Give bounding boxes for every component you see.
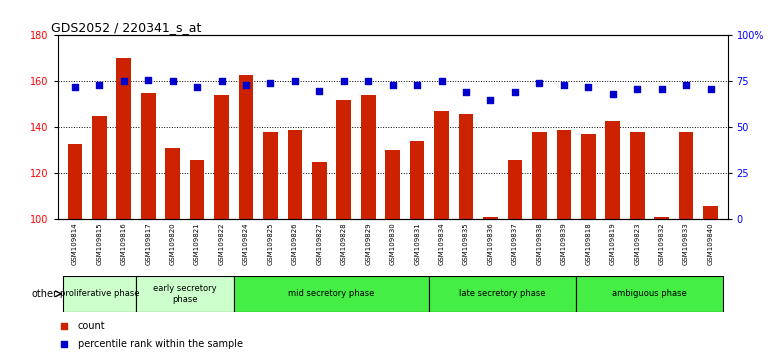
Point	[59, 341, 71, 347]
Bar	[62, 276, 136, 312]
Text: GSM109822: GSM109822	[219, 222, 225, 265]
Point	[142, 77, 154, 82]
Bar	[703, 206, 718, 219]
Text: mid secretory phase: mid secretory phase	[289, 289, 375, 298]
Bar	[557, 130, 571, 219]
Point	[557, 82, 570, 88]
Point	[166, 79, 179, 84]
Text: GSM109826: GSM109826	[292, 222, 298, 265]
Bar	[605, 120, 620, 219]
Point	[118, 79, 130, 84]
Point	[607, 91, 619, 97]
Point	[362, 79, 374, 84]
Text: GSM109825: GSM109825	[267, 222, 273, 265]
Bar	[234, 276, 430, 312]
Bar	[336, 100, 351, 219]
Point	[411, 82, 424, 88]
Point	[216, 79, 228, 84]
Bar	[239, 74, 253, 219]
Bar	[434, 111, 449, 219]
Text: GSM109815: GSM109815	[96, 222, 102, 265]
Point	[313, 88, 326, 93]
Text: GSM109814: GSM109814	[72, 222, 78, 265]
Text: GSM109836: GSM109836	[487, 222, 494, 265]
Bar	[459, 114, 474, 219]
Point	[93, 82, 105, 88]
Bar	[189, 160, 205, 219]
Text: GSM109835: GSM109835	[463, 222, 469, 265]
Point	[191, 84, 203, 90]
Text: GSM109833: GSM109833	[683, 222, 689, 265]
Text: GSM109828: GSM109828	[341, 222, 346, 265]
Text: ambiguous phase: ambiguous phase	[612, 289, 687, 298]
Text: GSM109834: GSM109834	[439, 222, 444, 265]
Text: GSM109816: GSM109816	[121, 222, 127, 265]
Text: percentile rank within the sample: percentile rank within the sample	[78, 339, 243, 349]
Bar	[576, 276, 723, 312]
Text: GSM109827: GSM109827	[316, 222, 323, 265]
Text: GSM109821: GSM109821	[194, 222, 200, 265]
Text: late secretory phase: late secretory phase	[460, 289, 546, 298]
Point	[582, 84, 594, 90]
Bar	[312, 162, 326, 219]
Bar	[410, 141, 424, 219]
Point	[436, 79, 448, 84]
Point	[655, 86, 668, 92]
Text: GSM109831: GSM109831	[414, 222, 420, 265]
Bar	[116, 58, 131, 219]
Bar	[287, 130, 303, 219]
Text: proliferative phase: proliferative phase	[59, 289, 139, 298]
Text: GSM109819: GSM109819	[610, 222, 616, 265]
Bar	[361, 95, 376, 219]
Text: GSM109817: GSM109817	[146, 222, 151, 265]
Point	[69, 84, 81, 90]
Text: GSM109820: GSM109820	[169, 222, 176, 265]
Text: GSM109823: GSM109823	[634, 222, 640, 265]
Bar	[385, 150, 400, 219]
Text: GSM109830: GSM109830	[390, 222, 396, 265]
Bar	[141, 93, 156, 219]
Text: GSM109838: GSM109838	[537, 222, 542, 265]
Bar	[654, 217, 669, 219]
Text: GSM109832: GSM109832	[658, 222, 665, 265]
Text: GSM109829: GSM109829	[365, 222, 371, 265]
Bar	[430, 276, 576, 312]
Bar	[532, 132, 547, 219]
Point	[239, 82, 252, 88]
Bar	[630, 132, 644, 219]
Point	[264, 80, 276, 86]
Bar	[166, 148, 180, 219]
Point	[680, 82, 692, 88]
Bar	[581, 134, 596, 219]
Bar	[678, 132, 694, 219]
Text: early secretory
phase: early secretory phase	[153, 284, 216, 303]
Bar	[92, 116, 107, 219]
Point	[59, 323, 71, 329]
Point	[337, 79, 350, 84]
Text: other: other	[32, 289, 57, 299]
Bar	[263, 132, 278, 219]
Point	[509, 90, 521, 95]
Bar	[214, 95, 229, 219]
Point	[387, 82, 399, 88]
Text: GSM109840: GSM109840	[708, 222, 714, 265]
Bar	[68, 143, 82, 219]
Text: count: count	[78, 321, 105, 331]
Text: GSM109837: GSM109837	[512, 222, 518, 265]
Text: GDS2052 / 220341_s_at: GDS2052 / 220341_s_at	[51, 21, 202, 34]
Point	[534, 80, 546, 86]
Bar	[136, 276, 234, 312]
Point	[460, 90, 472, 95]
Point	[631, 86, 644, 92]
Point	[705, 86, 717, 92]
Point	[484, 97, 497, 103]
Bar	[483, 217, 498, 219]
Text: GSM109839: GSM109839	[561, 222, 567, 265]
Bar	[507, 160, 522, 219]
Text: GSM109824: GSM109824	[243, 222, 249, 265]
Point	[289, 79, 301, 84]
Text: GSM109818: GSM109818	[585, 222, 591, 265]
